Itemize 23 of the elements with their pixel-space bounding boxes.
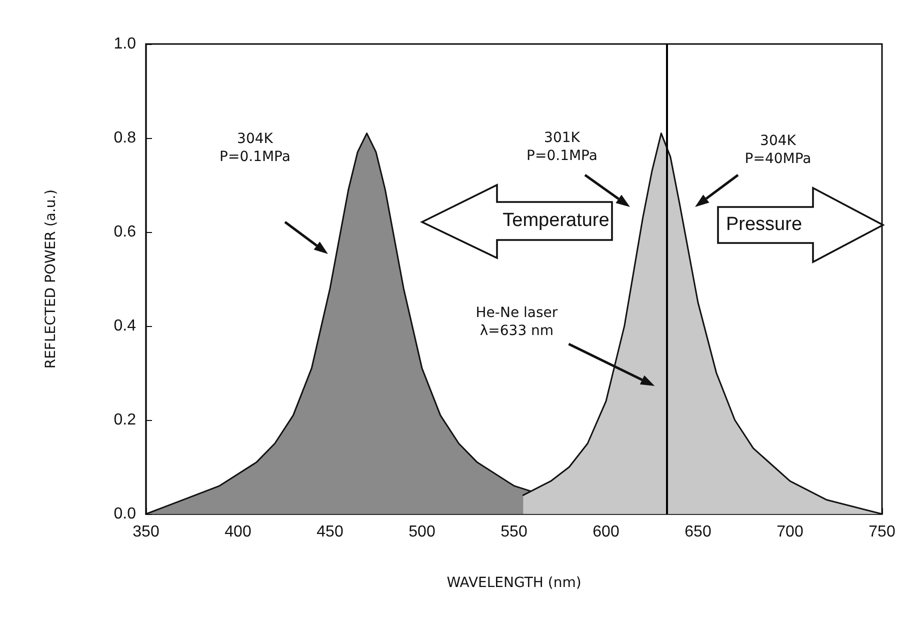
y-tick-label: 0.2 [114, 412, 136, 428]
x-tick-label: 550 [500, 524, 528, 540]
annotation: 301K P=0.1MPa [526, 129, 598, 165]
x-tick-label: 400 [224, 524, 252, 540]
annotation: 304K P=0.1MPa [220, 130, 290, 166]
annotation: Temperature [502, 210, 610, 231]
x-axis-title: WAVELENGTH (nm) [446, 575, 582, 591]
x-tick-label: 500 [408, 524, 436, 540]
x-tick-label: 350 [132, 524, 160, 540]
x-tick-label: 750 [868, 524, 896, 540]
y-tick-label: 0.4 [114, 318, 136, 334]
x-tick-label: 450 [316, 524, 344, 540]
y-tick-label: 0.8 [114, 130, 136, 146]
x-tick-label: 650 [684, 524, 712, 540]
annotation: Pressure [726, 214, 802, 235]
y-tick-label: 0.6 [114, 224, 136, 240]
y-tick-label: 1.0 [114, 36, 136, 52]
annotation: 304K P=40MPa [744, 132, 812, 168]
ref-line-label: He-Ne laser λ=633 nm [476, 304, 558, 340]
y-axis-title: REFLECTED POWER (a.u.) [43, 189, 59, 369]
y-tick-label: 0.0 [114, 506, 136, 522]
x-tick-label: 600 [592, 524, 620, 540]
x-tick-label: 700 [776, 524, 804, 540]
